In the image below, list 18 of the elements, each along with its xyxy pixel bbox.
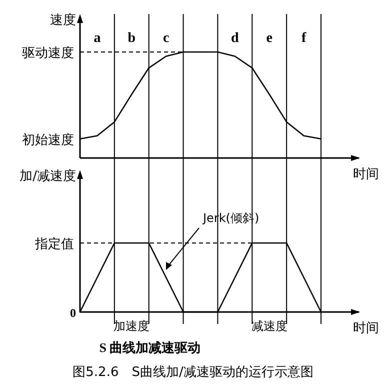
x-axis-title: 时间 xyxy=(353,321,379,336)
x-tick-label: 减速度 xyxy=(251,319,288,333)
x-tick-label: d xyxy=(231,31,240,46)
annotation: 初始速度 xyxy=(22,132,74,148)
x-tick-label: 加速度 xyxy=(114,319,150,333)
caption: 图5.2.6 S曲线加/减速驱动的运行示意图 xyxy=(72,365,314,380)
annotation: 0 xyxy=(70,306,76,320)
x-tick-label: e xyxy=(266,31,272,46)
x-tick-label: b xyxy=(128,31,136,46)
y-axis-title: 速度 xyxy=(50,12,76,28)
x-axis-title: 时间 xyxy=(353,167,379,182)
ref-line-label: 指定值 xyxy=(34,237,74,252)
x-tick-label: f xyxy=(301,31,306,46)
text: S 曲线加减速驱动 xyxy=(99,340,201,355)
x-tick-label: c xyxy=(162,31,170,46)
y-axis-title: 加/减速度 xyxy=(20,168,76,184)
x-tick-label: a xyxy=(94,31,101,46)
ref-line-label: 驱动速度 xyxy=(22,45,74,61)
